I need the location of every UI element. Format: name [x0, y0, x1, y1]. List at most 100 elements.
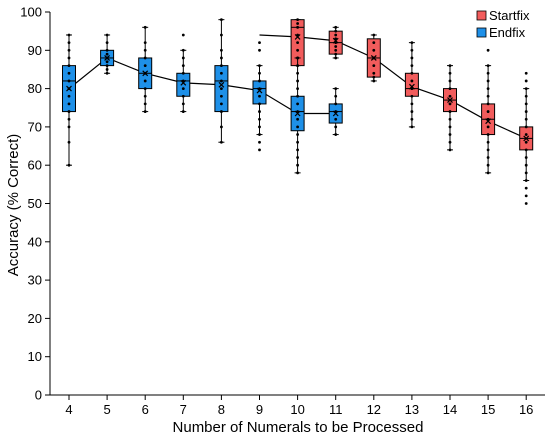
data-point [181, 48, 185, 52]
data-point [220, 102, 223, 106]
y-tick-label: 50 [28, 196, 42, 211]
box-startfix-10 [290, 18, 305, 68]
legend: Startfix Endfix [476, 8, 530, 40]
data-point [334, 94, 338, 98]
data-point [258, 110, 261, 113]
x-tick-label: 9 [256, 402, 263, 417]
data-point [143, 41, 147, 45]
data-point [448, 87, 452, 90]
x-tick-label: 11 [329, 402, 343, 417]
data-point [296, 22, 299, 25]
mean-marker [256, 87, 263, 94]
mean-marker [294, 33, 301, 40]
data-point [372, 75, 376, 79]
data-point [105, 71, 109, 75]
data-point [524, 71, 528, 75]
data-point [486, 71, 490, 75]
data-point [524, 171, 528, 175]
data-point [486, 87, 490, 90]
box-startfix-12 [366, 33, 381, 83]
y-tick-label: 30 [28, 273, 42, 288]
data-point [524, 79, 528, 83]
box-iqr [404, 72, 419, 97]
data-point [410, 94, 414, 98]
data-point [524, 194, 528, 198]
data-point [67, 33, 71, 37]
data-point [181, 94, 185, 98]
data-point [296, 133, 299, 136]
data-point [372, 33, 376, 37]
data-point [181, 87, 185, 90]
data-point [105, 64, 109, 68]
data-point [296, 48, 299, 52]
x-tick-label: 5 [103, 402, 110, 417]
data-point [143, 110, 147, 113]
data-point [143, 87, 147, 90]
data-point [220, 64, 223, 68]
data-point [296, 18, 299, 22]
data-point [524, 125, 528, 129]
x-tick-label: 16 [519, 402, 533, 417]
data-point [67, 41, 71, 45]
mean-marker [523, 135, 530, 142]
data-point [334, 33, 338, 37]
data-point [486, 102, 490, 106]
box-iqr [176, 72, 191, 97]
y-axis: 0 10 20 30 40 50 60 70 80 90 100 [20, 5, 51, 403]
data-point [181, 56, 185, 60]
box-iqr [252, 80, 267, 105]
data-point [486, 48, 490, 52]
box-startfix-14 [443, 64, 457, 152]
box-startfix-15 [481, 48, 496, 175]
mean-marker [142, 70, 149, 77]
data-point [105, 52, 109, 56]
data-point [105, 33, 109, 37]
mean-marker [218, 81, 225, 88]
x-tick-label: 15 [481, 402, 495, 417]
data-point [524, 148, 528, 152]
data-point [334, 25, 338, 29]
data-point [67, 79, 71, 83]
data-point [220, 125, 223, 129]
legend-label-startfix: Startfix [489, 8, 530, 23]
data-point [143, 102, 147, 106]
data-point [220, 87, 223, 90]
data-point [524, 87, 528, 90]
data-point [296, 71, 299, 75]
data-point [334, 117, 338, 121]
data-point [524, 163, 528, 167]
mean-marker [447, 97, 453, 104]
data-point [296, 79, 299, 83]
data-point [448, 148, 452, 152]
data-point [296, 156, 299, 159]
x-tick-label: 8 [218, 402, 225, 417]
data-point [181, 102, 185, 106]
data-point [448, 102, 452, 106]
data-point [296, 117, 299, 121]
data-point [67, 140, 71, 144]
boxes [62, 18, 534, 205]
legend-label-endfix: Endfix [489, 25, 526, 40]
data-point [258, 102, 261, 106]
data-point [143, 56, 147, 60]
mean-marker [408, 83, 415, 90]
data-point [524, 179, 528, 182]
box-endfix-5 [100, 33, 115, 75]
data-point [258, 41, 261, 45]
data-point [486, 156, 490, 159]
box-endfix-6 [138, 25, 153, 113]
data-point [296, 56, 299, 60]
x-tick-label: 7 [180, 402, 187, 417]
data-point [448, 79, 452, 83]
data-point [334, 48, 338, 52]
data-point [524, 117, 528, 121]
data-point [448, 110, 452, 113]
data-point [524, 94, 528, 98]
data-point [181, 33, 185, 37]
data-point [410, 79, 414, 83]
data-point [296, 94, 299, 98]
data-point [181, 64, 185, 68]
mean-marker [66, 85, 72, 92]
data-point [67, 56, 71, 60]
data-point [258, 71, 261, 75]
